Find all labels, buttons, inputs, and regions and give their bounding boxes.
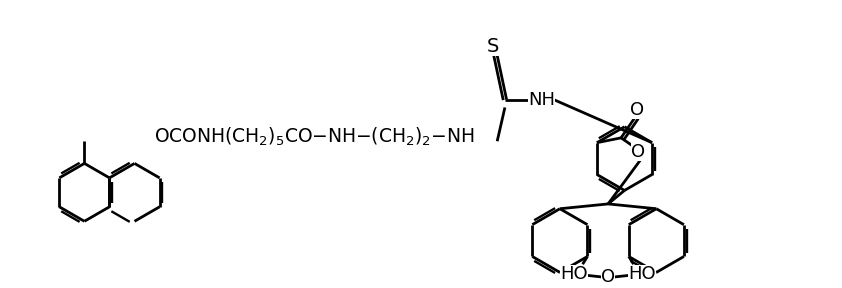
Text: O: O [631, 101, 644, 119]
Text: NH: NH [528, 91, 555, 109]
Text: O: O [601, 268, 616, 286]
Text: O: O [632, 143, 646, 161]
Text: OCONH(CH$_2$)$_5$CO$-$NH$-$(CH$_2$)$_2$$-$NH: OCONH(CH$_2$)$_5$CO$-$NH$-$(CH$_2$)$_2$$… [154, 125, 474, 147]
Text: S: S [488, 37, 499, 56]
Text: HO: HO [560, 265, 588, 283]
Text: HO: HO [628, 265, 656, 283]
